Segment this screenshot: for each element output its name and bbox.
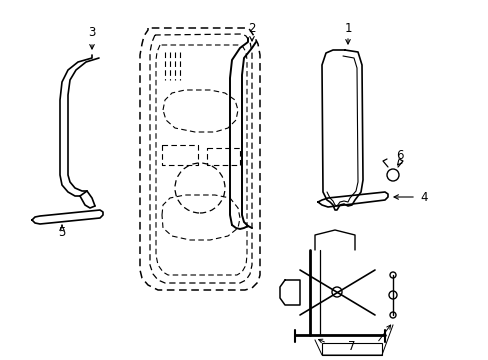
Text: 6: 6 — [395, 149, 403, 162]
Circle shape — [175, 163, 224, 213]
Circle shape — [389, 272, 395, 278]
Bar — [321, 343, 381, 355]
Text: 4: 4 — [419, 190, 427, 203]
Circle shape — [386, 169, 398, 181]
Circle shape — [388, 291, 396, 299]
Circle shape — [331, 287, 341, 297]
Text: 2: 2 — [248, 22, 255, 35]
Text: 3: 3 — [88, 26, 96, 39]
Text: 5: 5 — [58, 225, 65, 239]
Text: 1: 1 — [344, 22, 351, 35]
Circle shape — [389, 312, 395, 318]
Text: 7: 7 — [347, 341, 355, 354]
